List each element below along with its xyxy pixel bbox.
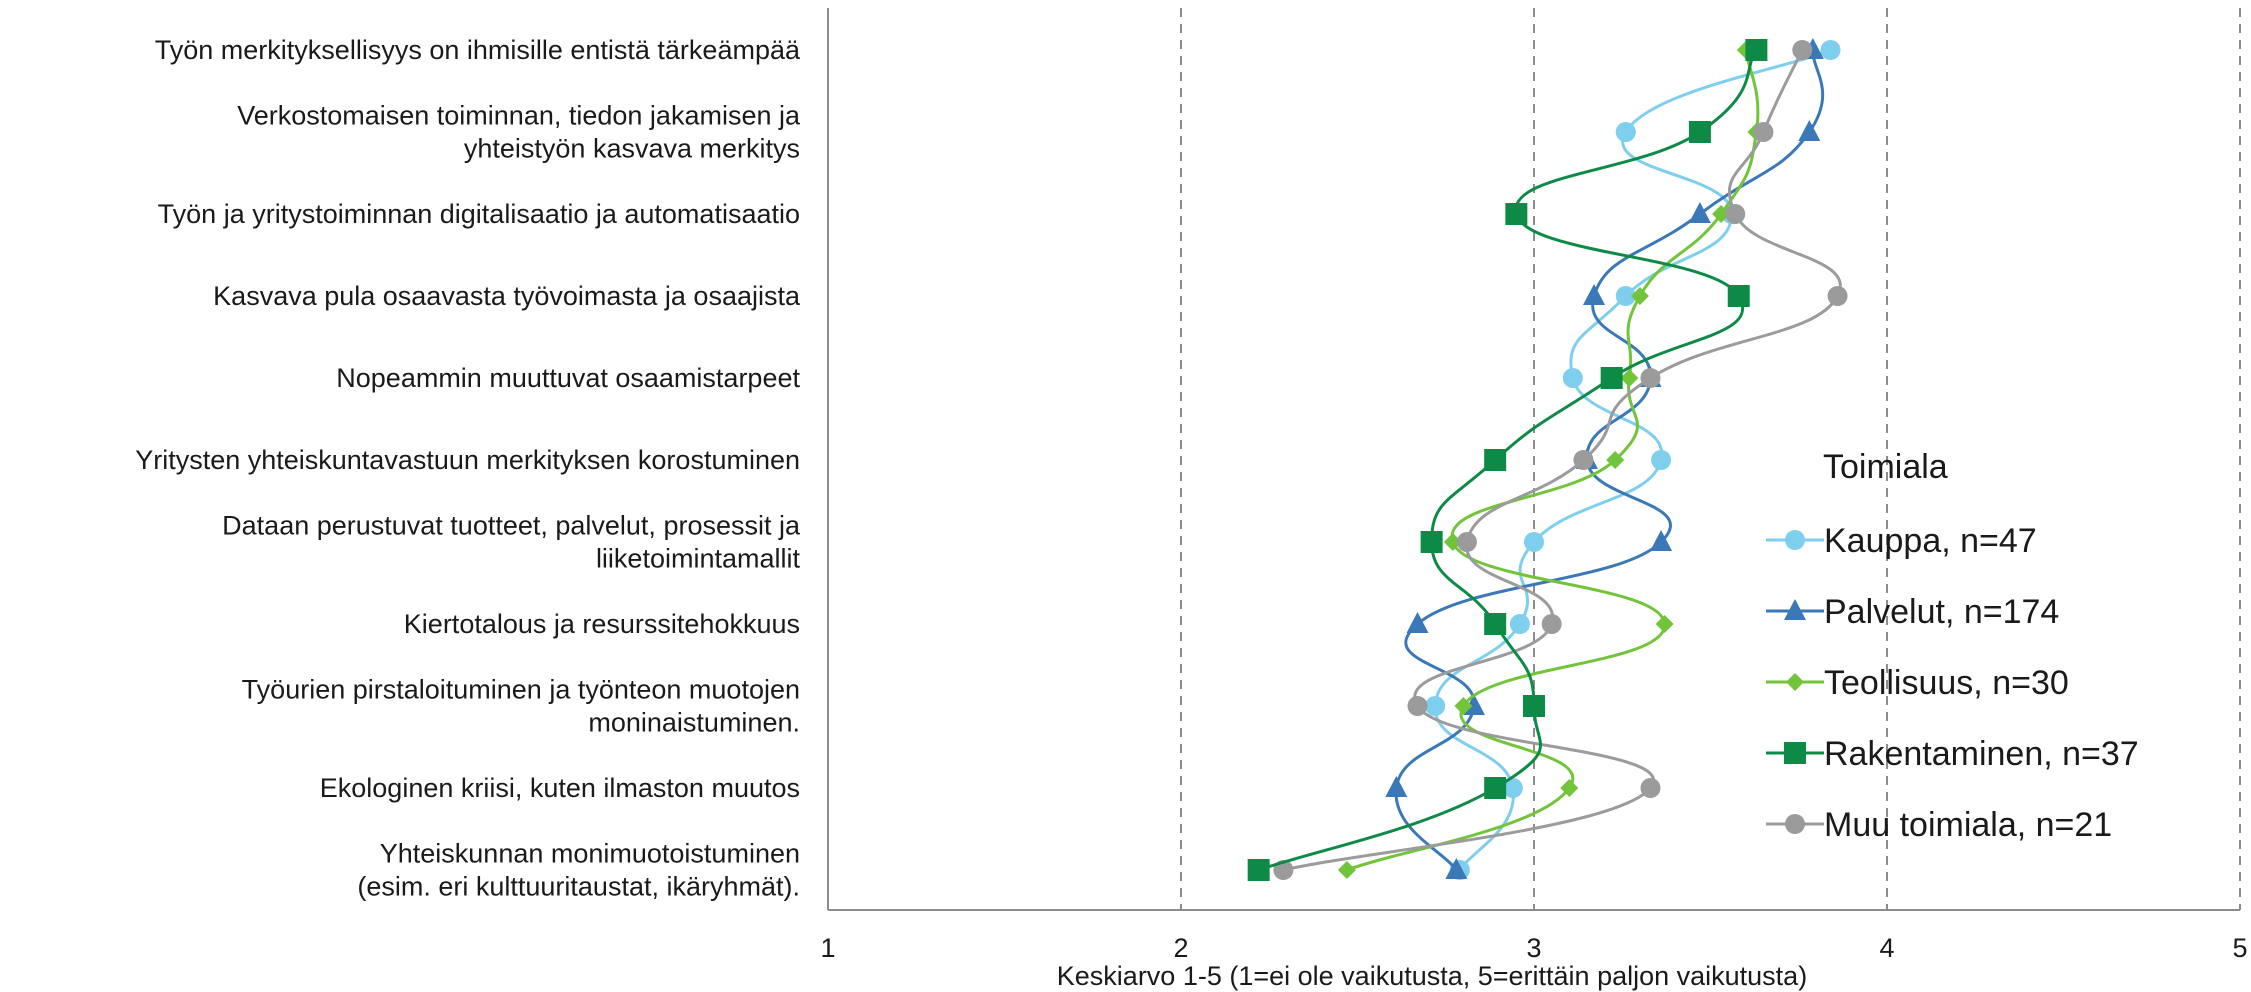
category-label: moninaistuminen. — [588, 708, 800, 738]
category-label: Työn ja yritystoiminnan digitalisaatio j… — [158, 199, 800, 229]
category-label: Kiertotalous ja resurssitehokkuus — [404, 609, 800, 639]
data-point — [1620, 369, 1639, 387]
data-point — [1712, 205, 1731, 223]
category-label: liiketoimintamallit — [596, 544, 801, 574]
legend-label: Teollisuus, n=30 — [1824, 664, 2069, 702]
data-point — [1820, 40, 1841, 60]
data-point — [1502, 778, 1523, 798]
data-point — [1337, 861, 1356, 879]
axes — [827, 8, 2240, 911]
data-point — [1745, 39, 1768, 61]
data-point — [1792, 40, 1813, 60]
data-point — [1573, 450, 1594, 470]
series-line — [1394, 49, 1825, 871]
x-tick-label: 4 — [1879, 933, 1894, 963]
category-label: Verkostomaisen toiminnan, tiedon jakamis… — [237, 101, 801, 131]
x-axis-title: Keskiarvo 1-5 (1=ei ole vaikutusta, 5=er… — [1057, 961, 1807, 991]
data-point — [1562, 368, 1583, 388]
data-point — [1606, 451, 1625, 469]
legend-marker — [1784, 742, 1806, 764]
legend-marker — [1785, 530, 1805, 550]
series-line — [1346, 49, 1760, 872]
data-point — [1247, 859, 1270, 881]
data-point — [1640, 778, 1661, 798]
data-point — [1615, 122, 1636, 142]
data-point — [1484, 777, 1507, 799]
legend-label: Palvelut, n=174 — [1824, 593, 2059, 631]
data-point — [1560, 779, 1579, 797]
data-point — [1798, 120, 1821, 141]
data-point — [1630, 287, 1649, 305]
x-tick-label: 1 — [820, 933, 835, 963]
data-point — [1688, 202, 1711, 223]
x-tick-label: 3 — [1526, 933, 1541, 963]
category-labels: Työn merkityksellisyys on ihmisille enti… — [135, 35, 801, 902]
data-point — [1456, 532, 1477, 552]
legend-title: Toimiala — [1823, 448, 1948, 486]
data-point — [1583, 284, 1606, 305]
data-point — [1651, 450, 1672, 470]
category-label: (esim. eri kulttuuritaustat, ikäryhmät). — [357, 872, 800, 902]
legend-item: Muu toimiala, n=21 — [1766, 806, 2112, 844]
data-point — [1600, 367, 1623, 389]
data-point — [1541, 614, 1562, 634]
category-label: Ekologinen kriisi, kuten ilmaston muutos — [320, 773, 800, 803]
data-point — [1484, 449, 1507, 471]
data-point — [1655, 615, 1674, 633]
category-label: Työurien pirstaloituminen ja työnteon mu… — [242, 675, 800, 705]
data-point — [1727, 285, 1750, 307]
category-label: Nopeammin muuttuvat osaamistarpeet — [336, 363, 800, 393]
category-label: Yhteiskunnan monimuotoistuminen — [380, 839, 800, 869]
category-label: Työn merkityksellisyys on ihmisille enti… — [155, 35, 801, 65]
series-line — [1258, 49, 1758, 872]
data-point — [1827, 286, 1848, 306]
data-point — [1443, 533, 1462, 551]
data-point — [1524, 532, 1544, 552]
legend-item: Rakentaminen, n=37 — [1766, 735, 2139, 773]
series-line — [1283, 49, 1842, 872]
data-point — [1406, 612, 1429, 633]
data-point — [1425, 696, 1446, 716]
data-point — [1505, 203, 1528, 225]
series-4 — [1247, 39, 1768, 881]
grid-lines — [1180, 8, 2241, 910]
data-point — [1454, 697, 1473, 715]
series-5 — [1273, 40, 1848, 880]
legend-marker — [1785, 814, 1805, 834]
data-point — [1523, 695, 1545, 717]
data-point — [1640, 368, 1661, 388]
data-point — [1484, 613, 1507, 635]
legend-label: Muu toimiala, n=21 — [1824, 806, 2112, 844]
legend-label: Kauppa, n=47 — [1824, 522, 2037, 560]
data-point — [1753, 122, 1774, 142]
data-point — [1615, 286, 1636, 306]
category-label: Yritysten yhteiskuntavastuun merkityksen… — [135, 445, 800, 475]
category-label: yhteistyön kasvava merkitys — [464, 134, 800, 164]
legend-item: Palvelut, n=174 — [1766, 593, 2059, 631]
data-point — [1509, 614, 1530, 634]
data-point — [1445, 858, 1468, 879]
data-point — [1725, 204, 1746, 224]
series-3 — [1337, 41, 1766, 879]
data-point — [1420, 531, 1443, 553]
category-label: Kasvava pula osaavasta työvoimasta ja os… — [213, 281, 801, 311]
legend: Toimiala Kauppa, n=47 Palvelut, n=174 Teol… — [1766, 448, 2139, 844]
legend-item: Teollisuus, n=30 — [1766, 664, 2069, 702]
x-tick-label: 2 — [1173, 933, 1188, 963]
data-point — [1650, 530, 1673, 551]
legend-marker — [1786, 673, 1804, 691]
series-2 — [1385, 38, 1825, 879]
legend-marker — [1784, 599, 1806, 620]
series-line — [1433, 48, 1832, 871]
data-point — [1385, 776, 1408, 797]
x-tick-label: 5 — [2232, 933, 2247, 963]
category-label: Dataan perustuvat tuotteet, palvelut, pr… — [222, 511, 801, 541]
series-group — [1247, 38, 1848, 881]
x-tick-labels: 1 2 3 4 5 — [820, 933, 2247, 963]
legend-label: Rakentaminen, n=37 — [1824, 735, 2139, 773]
data-point — [1688, 121, 1711, 143]
legend-item: Kauppa, n=47 — [1766, 522, 2037, 560]
data-point — [1407, 696, 1428, 716]
